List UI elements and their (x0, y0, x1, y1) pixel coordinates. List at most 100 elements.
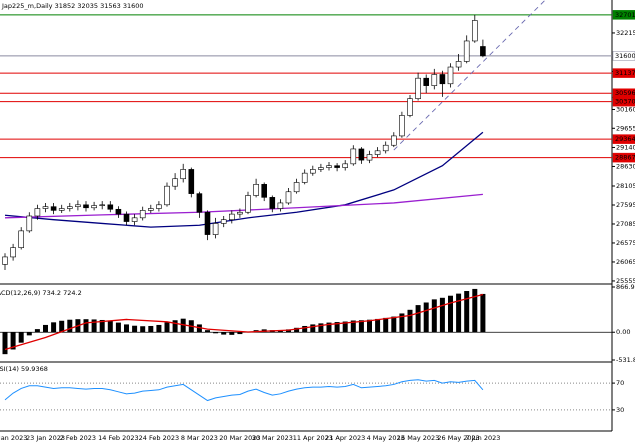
candle-body (390, 135, 397, 146)
x-tick-label: 11 Apr 2023 (293, 434, 333, 442)
histogram-bar (180, 318, 186, 333)
candle-body (455, 61, 462, 68)
histogram-bar (43, 324, 48, 333)
candle-body (131, 217, 138, 222)
x-tick-label: 30 Mar 2023 (252, 434, 293, 442)
candle-body (148, 208, 154, 211)
x-tick-label: 4 May 2023 (367, 434, 405, 442)
candle-body (471, 20, 478, 42)
candle-body (75, 204, 81, 207)
candle-body (399, 115, 405, 137)
histogram-bar (18, 332, 24, 343)
histogram-bar (10, 332, 16, 350)
histogram-bar (148, 325, 154, 333)
level-label: 30596 (615, 89, 635, 97)
x-tick-label: 23 Jan 2023 (26, 434, 65, 442)
candle-body (261, 184, 268, 198)
histogram-bar (286, 329, 291, 333)
candle-body (415, 77, 421, 99)
candle-body (447, 66, 454, 85)
y-tick-label: 26065 (616, 258, 635, 266)
y-tick-label: 866.9 (616, 283, 635, 291)
histogram-bar (472, 288, 478, 333)
level-label: 29364 (615, 135, 635, 143)
candle-body (285, 191, 292, 204)
y-tick-label: 27595 (616, 201, 635, 209)
candle-body (34, 208, 41, 217)
candle-body (26, 215, 33, 232)
x-tick-label: Jan 2023 (0, 434, 27, 442)
histogram-bar (480, 293, 486, 333)
candle-body (188, 169, 195, 194)
y-tick-label: 30 (616, 406, 624, 414)
histogram-bar (383, 317, 389, 333)
candle-body (237, 211, 243, 215)
candle-body (180, 169, 186, 180)
x-tick-label: 7 Jun 2023 (465, 434, 500, 442)
candle-body (83, 204, 89, 209)
histogram-bar (59, 320, 65, 333)
candle-body (220, 219, 227, 224)
candle-body (10, 247, 16, 258)
candle-body (156, 204, 162, 209)
histogram-bar (115, 322, 121, 333)
histogram-bar (342, 321, 348, 333)
candle-body (277, 202, 284, 209)
candle-body (204, 211, 211, 235)
histogram-bar (464, 291, 470, 333)
panel-title: Jap225_m,Daily 31852 32035 31563 31600 (1, 2, 144, 10)
indicator-line (4, 131, 484, 228)
candle-body (18, 230, 25, 248)
histogram-bar (431, 299, 437, 333)
candle-body (334, 165, 340, 168)
panel-title: RSI(14) 59.9368 (0, 365, 48, 373)
candle-body (42, 206, 49, 209)
histogram-bar (229, 332, 235, 335)
y-tick-label: 26575 (616, 239, 635, 247)
x-tick-label: 24 Feb 2023 (139, 434, 179, 442)
candle-body (253, 184, 259, 196)
histogram-bar (107, 321, 113, 333)
histogram-bar (205, 330, 210, 333)
level-box (612, 51, 635, 61)
histogram-bar (318, 323, 324, 333)
candle-body (318, 167, 324, 170)
level-label: 31137 (615, 69, 635, 77)
histogram-bar (407, 309, 413, 333)
histogram-bar (213, 332, 219, 334)
histogram-bar (156, 324, 162, 333)
candle-body (358, 148, 365, 161)
candle-body (423, 77, 430, 86)
candle-body (480, 46, 486, 57)
level-label: 31600 (615, 52, 635, 60)
indicator-line (4, 293, 484, 351)
candle-body (139, 210, 146, 219)
candle-body (229, 213, 235, 220)
histogram-bar (375, 318, 381, 333)
level-box (612, 152, 635, 163)
histogram-bar (51, 322, 57, 333)
histogram-bar (237, 332, 243, 335)
level-box (612, 134, 635, 144)
histogram-bar (391, 316, 397, 333)
histogram-bar (326, 322, 332, 333)
candle-body (196, 193, 203, 213)
histogram-bar (399, 313, 405, 333)
y-tick-label: -531.8 (616, 356, 635, 364)
y-tick-label: 28105 (616, 182, 635, 190)
candle-body (350, 148, 357, 165)
candle-body (164, 185, 170, 206)
histogram-bar (310, 324, 316, 333)
candle-body (309, 169, 316, 174)
histogram-bar (367, 319, 372, 333)
histogram-bar (172, 320, 178, 333)
candle-body (342, 163, 349, 168)
histogram-bar (448, 295, 453, 333)
candle-body (269, 197, 276, 209)
level-box (612, 68, 635, 78)
histogram-bar (456, 293, 462, 333)
x-tick-label: 20 Mar 2023 (219, 434, 260, 442)
level-box (612, 10, 635, 20)
histogram-bar (439, 297, 445, 333)
